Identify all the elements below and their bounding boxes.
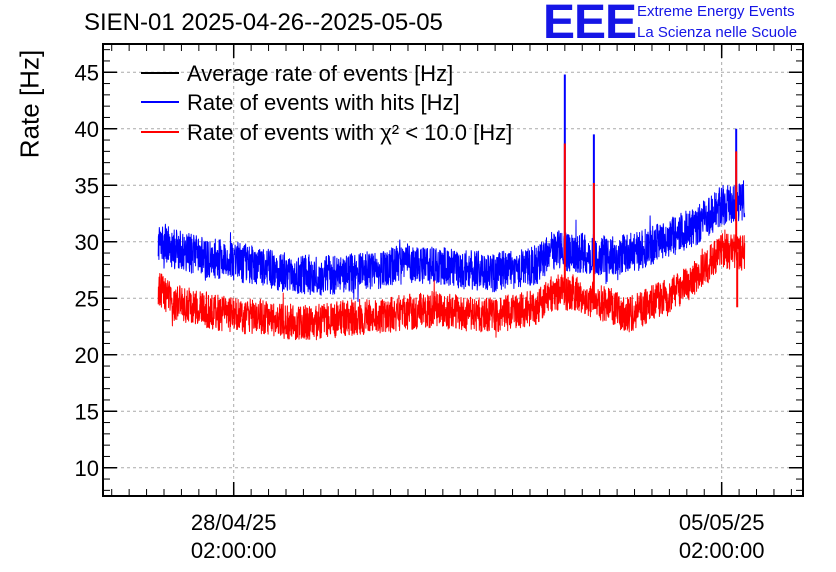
eee-logo-line2: La Scienza nelle Scuole (637, 24, 798, 41)
y-tick-label: 45 (75, 60, 99, 85)
chart-title: SIEN-01 2025-04-26--2025-05-05 (84, 9, 443, 36)
legend-label-1: Rate of events with hits [Hz] (187, 90, 460, 115)
y-tick-label: 30 (75, 230, 99, 255)
axis-layer: 10 15 20 25 30 35 40 45 28/04/25 02:00:00 05/05/25… (75, 44, 803, 563)
series-layer (157, 74, 746, 341)
eee-logo-line1: Extreme Energy Events (637, 3, 795, 20)
x-tick-time: 02:00:00 (679, 538, 765, 563)
series-line-1 (157, 180, 746, 302)
x-tick-date: 05/05/25 (679, 510, 765, 535)
y-tick-label: 10 (75, 456, 99, 481)
plot-frame (102, 43, 804, 497)
y-tick-label: 40 (75, 117, 99, 142)
eee-logo: EEE (543, 0, 637, 49)
legend: Average rate of events [Hz] Rate of event… (141, 61, 512, 145)
legend-label-2: Rate of events with χ² < 10.0 [Hz] (187, 120, 512, 145)
y-tick-label: 15 (75, 399, 99, 424)
y-tick-label: 25 (75, 286, 99, 311)
y-tick-label: 35 (75, 173, 99, 198)
legend-label-0: Average rate of events [Hz] (187, 61, 453, 86)
series-line-2 (157, 229, 746, 341)
y-tick-label: 20 (75, 343, 99, 368)
x-tick-time: 02:00:00 (191, 538, 277, 563)
x-tick-date: 28/04/25 (191, 510, 277, 535)
